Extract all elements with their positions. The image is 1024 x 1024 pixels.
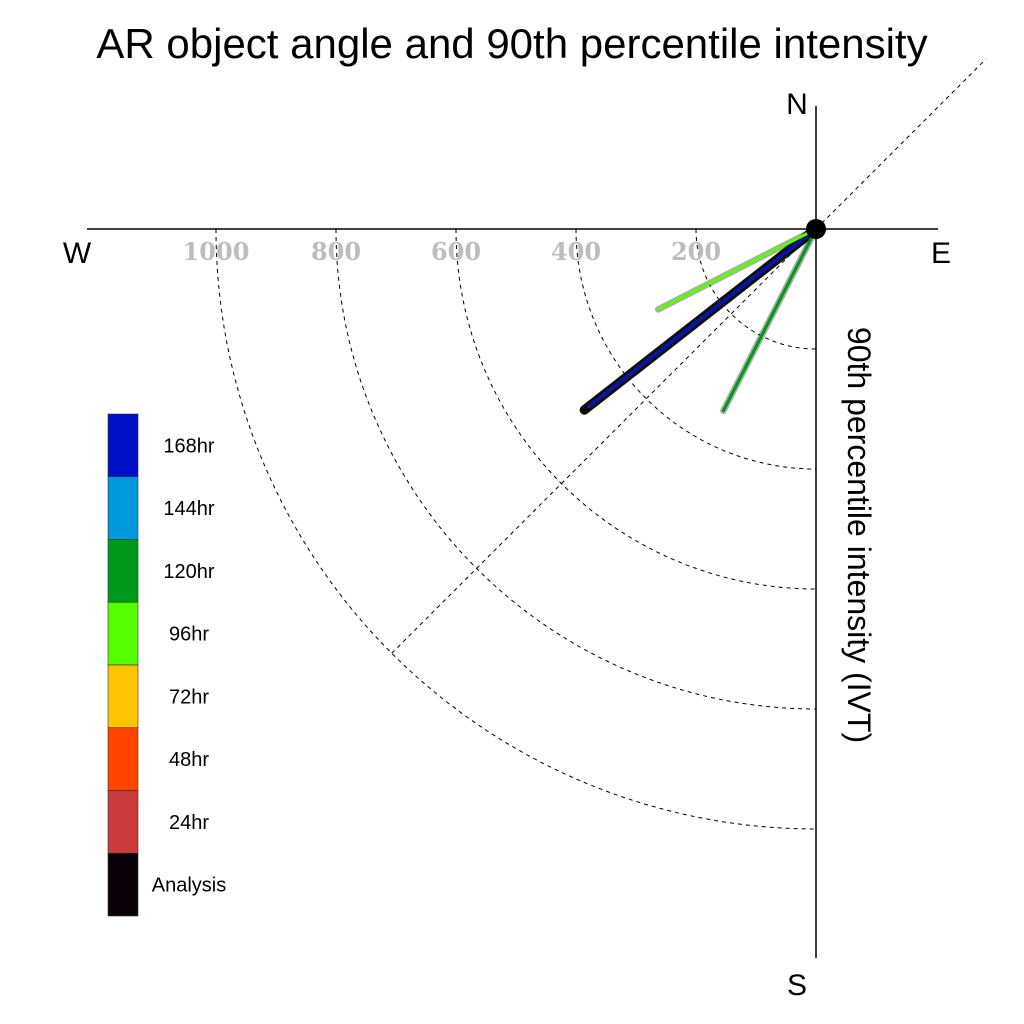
ring-label-600: 600 — [431, 237, 481, 266]
grid — [215, 58, 987, 830]
compass-south-label: S — [787, 969, 807, 1002]
chart-title: AR object angle and 90th percentile inte… — [96, 20, 927, 67]
compass-west-label: W — [63, 237, 92, 270]
legend-swatch-24hr — [107, 790, 139, 854]
legend: 168hr 144hr 120hr 96hr 72hr 48hr 24hr Analysis — [107, 413, 226, 917]
legend-swatch-120hr — [107, 539, 139, 603]
legend-swatch-72hr — [107, 664, 139, 729]
ring-label-800: 800 — [311, 237, 361, 266]
legend-swatch-168hr — [107, 413, 139, 478]
y-axis-label: 90th percentile intensity (IVT) — [841, 327, 877, 743]
grid-ring-1 — [695, 228, 817, 350]
intensity-vectors — [579, 224, 821, 415]
legend-label-24hr: 24hr — [169, 812, 209, 834]
legend-label-analysis: Analysis — [152, 875, 226, 897]
origin-marker — [806, 219, 826, 239]
legend-label-168hr: 168hr — [163, 435, 214, 457]
compass-east-label: E — [931, 237, 951, 270]
legend-swatch-144hr — [107, 476, 139, 540]
ring-labels: 1000 800 600 400 200 — [183, 237, 721, 266]
legend-swatch-96hr — [107, 601, 139, 666]
ring-label-200: 200 — [671, 237, 721, 266]
legend-label-144hr: 144hr — [163, 498, 214, 520]
ring-label-1000: 1000 — [183, 237, 250, 266]
vector-168hr — [587, 227, 818, 408]
reference-line — [391, 58, 987, 654]
grid-ring-2 — [575, 228, 817, 470]
legend-label-96hr: 96hr — [169, 624, 209, 646]
legend-label-120hr: 120hr — [163, 561, 214, 583]
ring-label-400: 400 — [551, 237, 601, 266]
compass-north-label: N — [786, 88, 808, 121]
legend-swatch-48hr — [107, 727, 139, 791]
legend-label-72hr: 72hr — [169, 686, 209, 708]
compass-axes — [87, 106, 938, 958]
legend-swatch-analysis — [107, 852, 139, 917]
legend-label-48hr: 48hr — [169, 749, 209, 771]
vector-120hr — [721, 227, 818, 413]
vector-96hr — [656, 227, 818, 311]
